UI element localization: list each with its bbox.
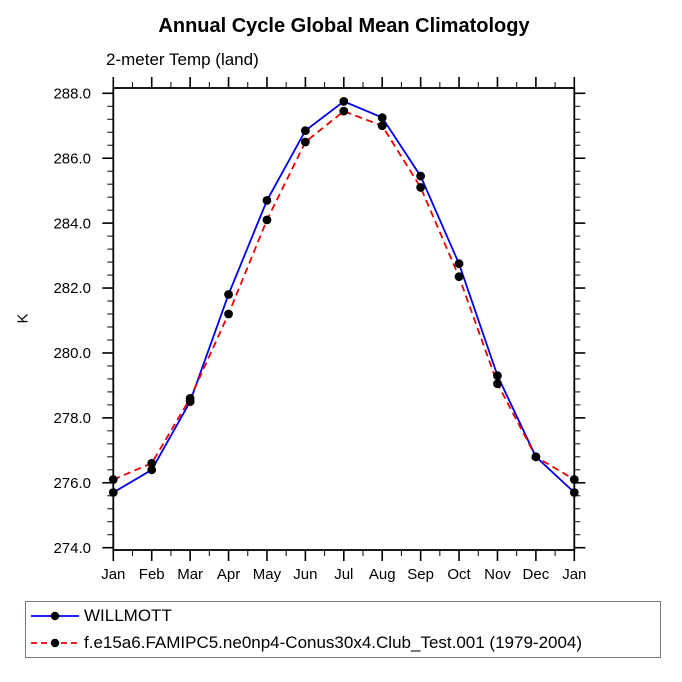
y-tick-label: 288.0: [53, 86, 91, 103]
data-point-marker: [377, 113, 387, 123]
legend-marker: [50, 638, 60, 648]
data-point-marker: [339, 106, 349, 116]
legend-marker: [50, 611, 60, 621]
chart-title: Annual Cycle Global Mean Climatology: [158, 15, 530, 37]
data-point-marker: [454, 272, 464, 282]
legend: WILLMOTT f.e15a6.FAMIPC5.ne0np4-Conus30x…: [25, 601, 661, 658]
data-point-marker: [531, 452, 541, 462]
data-point-marker: [108, 475, 118, 484]
data-point-marker: [147, 458, 157, 468]
x-tick-label: Feb: [139, 566, 165, 583]
data-point-marker: [224, 290, 233, 299]
y-tick-label: 276.0: [53, 475, 91, 492]
x-tick-label: May: [253, 566, 282, 583]
data-point-marker: [224, 309, 233, 319]
y-tick-label: 284.0: [53, 215, 91, 232]
data-point-marker: [262, 215, 272, 225]
x-tick-label: Nov: [484, 566, 511, 583]
x-tick-label: Oct: [447, 566, 471, 583]
x-tick-label: Jan: [101, 566, 125, 583]
data-point-marker: [108, 488, 118, 497]
series-line-0: [112, 100, 575, 494]
y-tick-label: 280.0: [53, 345, 91, 362]
x-tick-label: Apr: [217, 566, 240, 583]
x-tick-label: Jan: [562, 566, 586, 583]
legend-item-model: f.e15a6.FAMIPC5.ne0np4-Conus30x4.Club_Te…: [26, 631, 660, 655]
data-point-marker: [416, 183, 426, 192]
legend-sample-dashed-line: [31, 638, 79, 648]
legend-sample-solid-line: [31, 611, 79, 621]
data-point-marker: [493, 371, 502, 381]
data-point-marker: [262, 196, 272, 205]
y-tick-label: 286.0: [53, 150, 91, 167]
x-tick-label: Mar: [177, 566, 203, 583]
data-point-marker: [339, 97, 349, 106]
y-tick-label: 278.0: [53, 410, 91, 427]
y-tick-label: 274.0: [53, 540, 91, 557]
x-tick-label: Jul: [334, 566, 353, 583]
data-point-marker: [493, 379, 502, 389]
chart-subtitle: 2-meter Temp (land): [106, 50, 259, 69]
legend-label: f.e15a6.FAMIPC5.ne0np4-Conus30x4.Club_Te…: [84, 633, 583, 652]
legend-label: WILLMOTT: [84, 606, 172, 625]
data-point-marker: [185, 393, 195, 403]
data-point-marker: [569, 475, 579, 484]
data-point-marker: [454, 259, 464, 269]
x-tick-label: Dec: [523, 566, 550, 583]
legend-item-willmott: WILLMOTT: [26, 604, 660, 628]
data-point-marker: [300, 126, 310, 136]
x-tick-label: Jun: [293, 566, 317, 583]
data-point-marker: [569, 488, 579, 497]
x-tick-label: Sep: [407, 566, 434, 583]
data-point-marker: [300, 137, 310, 147]
plot-box: [112, 87, 576, 551]
x-tick-label: Aug: [369, 566, 396, 583]
data-point-marker: [147, 465, 157, 475]
series-line-1: [112, 110, 575, 481]
y-tick-label: 282.0: [53, 280, 91, 297]
data-point-marker: [416, 171, 426, 181]
data-point-marker: [377, 121, 387, 131]
